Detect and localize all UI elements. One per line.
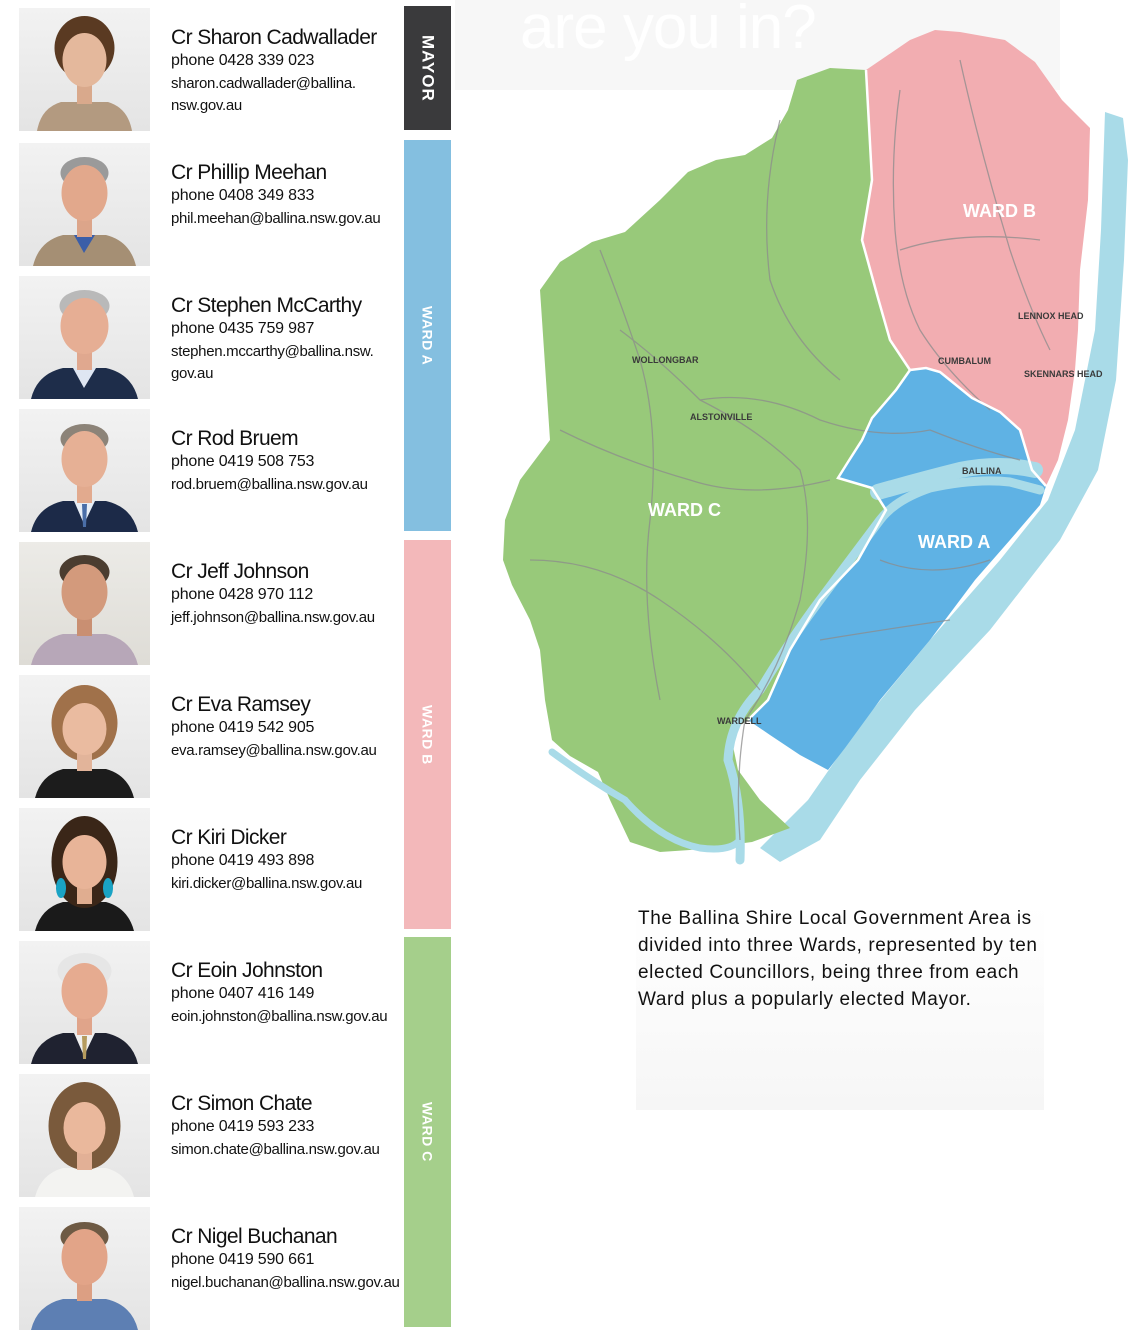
councillor-email-link[interactable]: simon.chate@ballina.nsw.gov.au: [171, 1141, 380, 1158]
councillor-email-link[interactable]: sharon.cadwallader@ballina. nsw.gov.au: [171, 75, 356, 114]
mayor-bar-label: MAYOR: [418, 34, 438, 102]
place-label-cumbalum: CUMBALUM: [938, 356, 991, 366]
councillor-email-link[interactable]: rod.bruem@ballina.nsw.gov.au: [171, 476, 368, 493]
councillor-phone: phone 0407 416 149: [171, 985, 315, 1002]
mayor-bar: MAYOR: [404, 6, 451, 130]
map-label-ward-b: WARD B: [963, 201, 1036, 221]
road-network: [529, 59, 1051, 841]
ward-b-bar-label: WARD B: [419, 704, 436, 765]
map-label-ward-c: WARD C: [648, 500, 721, 520]
place-label-wardell: WARDELL: [717, 716, 762, 726]
councillor-photo: [19, 941, 150, 1064]
councillor-name: Cr Eoin Johnston: [171, 959, 323, 982]
councillor-photo: [19, 143, 150, 266]
ward-b-region: [862, 30, 1090, 486]
councillor-email-link[interactable]: stephen.mccarthy@ballina.nsw. gov.au: [171, 343, 374, 382]
ward-c-region: [503, 68, 910, 852]
ward-boundaries: [747, 69, 1047, 721]
councillor-photo: [19, 542, 150, 665]
councillor-phone: phone 0435 759 987: [171, 320, 315, 337]
councillor-name: Cr Phillip Meehan: [171, 161, 327, 184]
councillor-card: Cr Rod Bruem phone 0419 508 753 rod.brue…: [0, 405, 400, 532]
councillor-card-mayor: Cr Sharon Cadwallader phone 0428 339 023…: [0, 4, 400, 131]
ward-a-bar-label: WARD A: [419, 305, 436, 366]
councillor-email-link[interactable]: eva.ramsey@ballina.nsw.gov.au: [171, 742, 377, 759]
councillor-card: Cr Eoin Johnston phone 0407 416 149 eoin…: [0, 937, 400, 1064]
councillor-photo: [19, 276, 150, 399]
councillor-phone: phone 0408 349 833: [171, 187, 315, 204]
councillor-phone: phone 0419 493 898: [171, 852, 315, 869]
councillor-card: Cr Phillip Meehan phone 0408 349 833 phi…: [0, 139, 400, 266]
place-label-wollongbar: WOLLONGBAR: [632, 355, 699, 365]
ward-a-bar: WARD A: [404, 140, 451, 531]
councillor-phone: phone 0419 593 233: [171, 1118, 315, 1135]
description-text: The Ballina Shire Local Government Area …: [638, 908, 1038, 1010]
councillor-list: Cr Sharon Cadwallader phone 0428 339 023…: [0, 0, 400, 1338]
councillor-phone: phone 0428 970 112: [171, 586, 314, 603]
councillor-phone: phone 0419 542 905: [171, 719, 315, 736]
ward-c-bar-label: WARD C: [419, 1102, 436, 1162]
councillor-photo: [19, 409, 150, 532]
councillor-photo: [19, 8, 150, 131]
ward-b-bar: WARD B: [404, 540, 451, 929]
river-south-branch: [548, 748, 744, 853]
place-label-alstonville: ALSTONVILLE: [690, 412, 752, 422]
coastal-water: [760, 112, 1128, 862]
councillor-name: Cr Sharon Cadwallader: [171, 26, 377, 49]
ballina-estuary: [870, 458, 1043, 500]
councillor-card: Cr Kiri Dicker phone 0419 493 898 kiri.d…: [0, 804, 400, 931]
councillor-email-link[interactable]: kiri.dicker@ballina.nsw.gov.au: [171, 875, 363, 892]
councillor-phone: phone 0419 590 661: [171, 1251, 315, 1268]
councillor-phone: phone 0428 339 023: [171, 52, 315, 69]
councillor-card: Cr Eva Ramsey phone 0419 542 905 eva.ram…: [0, 671, 400, 798]
header-ghost-text: are you in?: [520, 0, 817, 62]
councillor-photo: [19, 675, 150, 798]
place-label-skennars-head: SKENNARS HEAD: [1024, 369, 1103, 379]
councillor-card: Cr Jeff Johnson phone 0428 970 112 jeff.…: [0, 538, 400, 665]
place-label-lennox-head: LENNOX HEAD: [1018, 311, 1084, 321]
description-panel: The Ballina Shire Local Government Area …: [636, 905, 1044, 1110]
councillor-photo: [19, 1207, 150, 1330]
councillor-name: Cr Jeff Johnson: [171, 560, 309, 583]
map-label-ward-a: WARD A: [918, 532, 990, 552]
councillor-photo: [19, 1074, 150, 1197]
councillor-card: Cr Simon Chate phone 0419 593 233 simon.…: [0, 1070, 400, 1197]
councillor-card: Cr Stephen McCarthy phone 0435 759 987 s…: [0, 272, 400, 399]
place-label-ballina: BALLINA: [962, 466, 1002, 476]
councillor-name: Cr Rod Bruem: [171, 427, 299, 450]
councillor-email-link[interactable]: jeff.johnson@ballina.nsw.gov.au: [171, 609, 375, 626]
councillor-name: Cr Eva Ramsey: [171, 693, 311, 716]
ward-c-bar: WARD C: [404, 937, 451, 1327]
councillor-photo: [19, 808, 150, 931]
councillor-card: Cr Nigel Buchanan phone 0419 590 661 nig…: [0, 1203, 400, 1330]
councillor-name: Cr Simon Chate: [171, 1092, 313, 1115]
councillor-email-link[interactable]: phil.meehan@ballina.nsw.gov.au: [171, 210, 381, 227]
ward-map: WARD B WARD A WARD C WOLLONGBAR ALSTONVI…: [490, 0, 1144, 880]
councillor-name: Cr Nigel Buchanan: [171, 1225, 338, 1248]
ward-map-svg: WARD B WARD A WARD C WOLLONGBAR ALSTONVI…: [503, 30, 1128, 865]
councillor-email-link[interactable]: nigel.buchanan@ballina.nsw.gov.au: [171, 1274, 400, 1291]
councillor-phone: phone 0419 508 753: [171, 453, 315, 470]
councillor-name: Cr Stephen McCarthy: [171, 294, 362, 317]
councillor-name: Cr Kiri Dicker: [171, 826, 287, 849]
councillor-email-link[interactable]: eoin.johnston@ballina.nsw.gov.au: [171, 1008, 388, 1025]
